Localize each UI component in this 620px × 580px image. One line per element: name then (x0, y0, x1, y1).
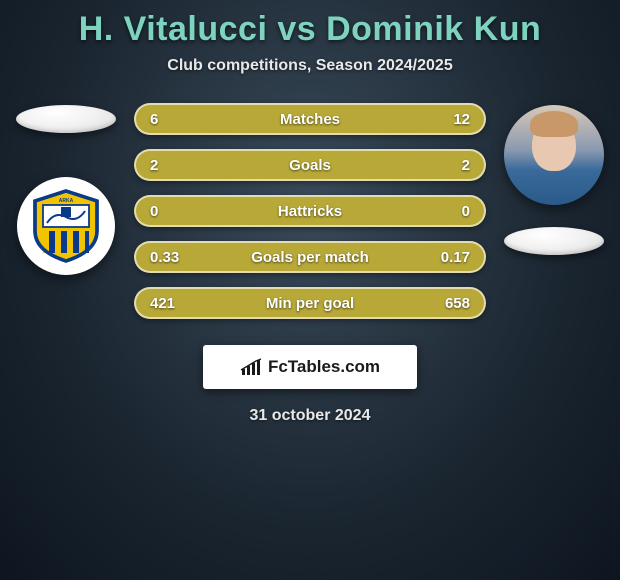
brand-text: FcTables.com (268, 357, 380, 377)
comparison-subtitle: Club competitions, Season 2024/2025 (0, 57, 620, 75)
stat-left-value: 0 (150, 203, 190, 220)
stat-row: 0 Hattricks 0 (134, 195, 486, 227)
comparison-title: H. Vitalucci vs Dominik Kun (0, 10, 620, 49)
stat-label: Hattricks (278, 203, 342, 220)
stat-row: 0.33 Goals per match 0.17 (134, 241, 486, 273)
stat-row: 421 Min per goal 658 (134, 287, 486, 319)
stat-right-value: 12 (430, 111, 470, 128)
stat-label: Matches (280, 111, 340, 128)
stat-right-value: 0.17 (430, 249, 470, 266)
stat-label: Goals (289, 157, 331, 174)
svg-text:ARKA: ARKA (59, 198, 74, 204)
brand-box: FcTables.com (203, 345, 417, 389)
stat-left-value: 2 (150, 157, 190, 174)
bar-chart-icon (240, 358, 262, 376)
stat-label: Min per goal (266, 295, 354, 312)
arka-badge-icon: ARKA (27, 187, 105, 265)
stat-row: 2 Goals 2 (134, 149, 486, 181)
left-player-placeholder (16, 105, 116, 133)
stat-right-value: 0 (430, 203, 470, 220)
comparison-body: ARKA 6 Matches 12 2 Goals 2 0 Hattricks … (0, 103, 620, 319)
stat-label: Goals per match (251, 249, 369, 266)
right-player-photo (504, 105, 604, 205)
stat-left-value: 421 (150, 295, 190, 312)
right-club-placeholder (504, 227, 604, 255)
stat-bars: 6 Matches 12 2 Goals 2 0 Hattricks 0 0.3… (134, 103, 486, 319)
right-column (498, 103, 610, 255)
stat-left-value: 6 (150, 111, 190, 128)
stat-row: 6 Matches 12 (134, 103, 486, 135)
stat-right-value: 2 (430, 157, 470, 174)
stat-right-value: 658 (430, 295, 470, 312)
left-club-badge: ARKA (17, 177, 115, 275)
snapshot-date: 31 october 2024 (0, 407, 620, 425)
left-column: ARKA (10, 103, 122, 275)
stat-left-value: 0.33 (150, 249, 190, 266)
